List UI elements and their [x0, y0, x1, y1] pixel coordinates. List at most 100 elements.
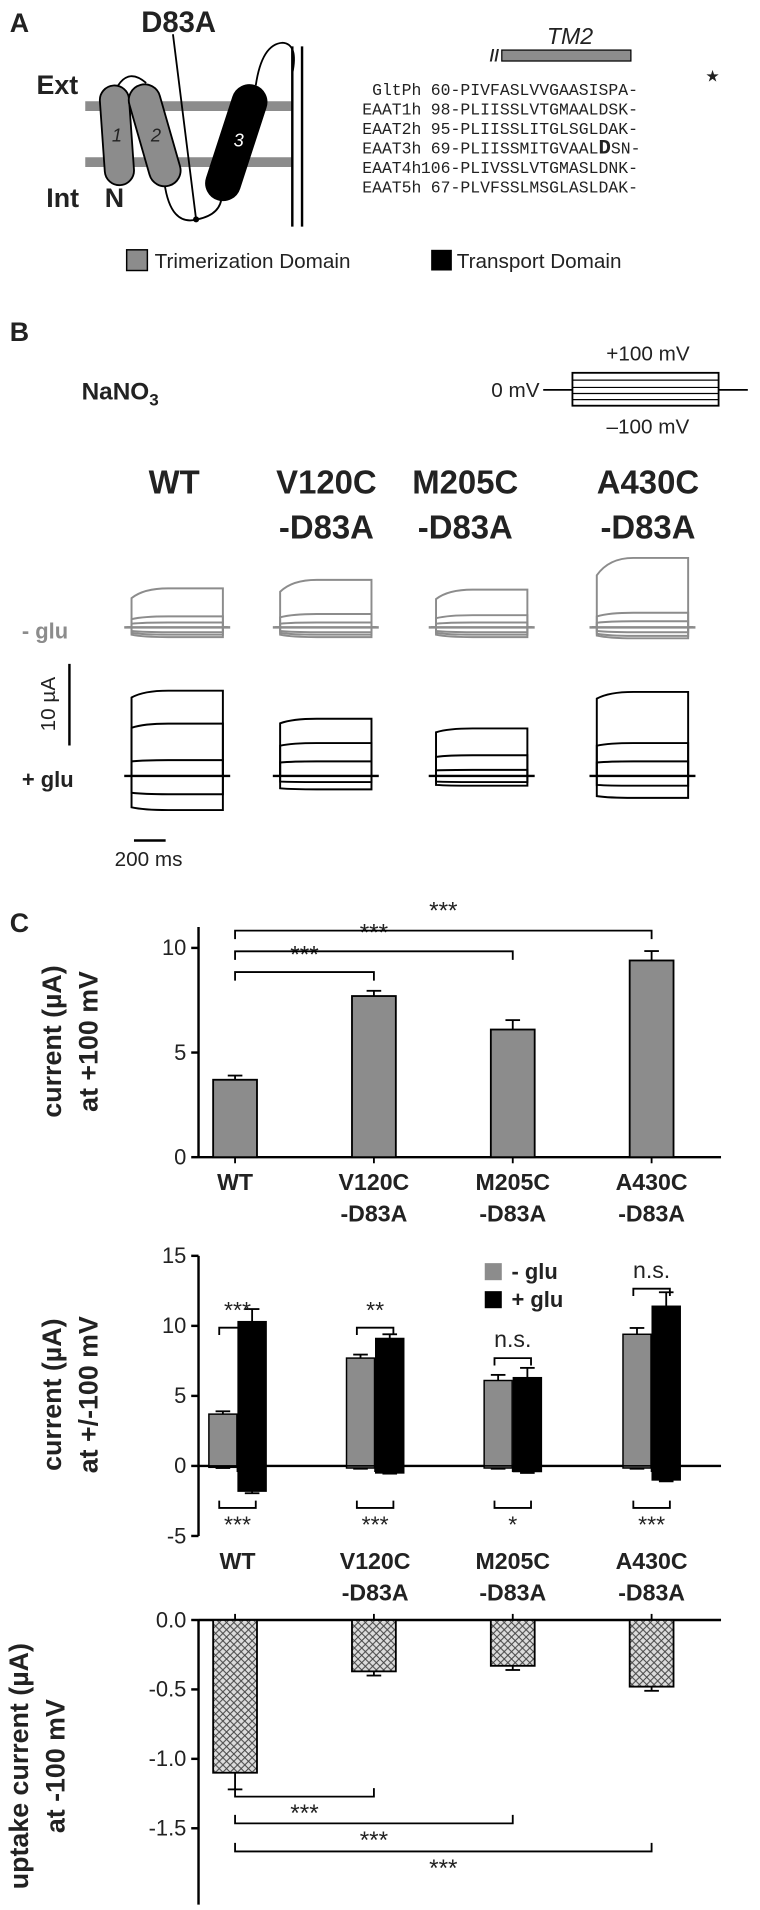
bar [212, 1078, 258, 1159]
sig-label: *** [290, 1800, 319, 1827]
alignment: GltPh 60- PIVFASLVVGAASISPA-EAAT1h 98- PLIIS… [362, 81, 640, 197]
helix-number: 2 [150, 124, 161, 145]
error-bar [658, 1291, 674, 1307]
sig-bracket [234, 929, 653, 940]
seq-part: PLVFSSLMSGLASLDAK- [460, 179, 638, 198]
trace [126, 759, 228, 777]
sig-bracket [234, 1842, 653, 1853]
panel-label: C [10, 908, 29, 938]
seq-part: PLIVSSLVTGMASLDNK- [460, 159, 638, 178]
trace [275, 578, 377, 629]
legend-label: + glu [512, 1287, 564, 1312]
traces [124, 556, 696, 812]
seq-name: EAAT3h [362, 140, 421, 159]
tm2-label: TM2 [547, 23, 593, 49]
y-axis-label: current (µA) [37, 1319, 67, 1471]
x-tick-label: A430C [616, 1169, 688, 1195]
trace [591, 774, 694, 787]
y-tick-label: 10 [162, 1313, 186, 1338]
seq-name: GltPh [372, 81, 421, 100]
x-tick-label: M205C [475, 1169, 550, 1195]
trace [591, 620, 694, 629]
sig-bracket [493, 1500, 532, 1509]
bar [651, 1305, 681, 1467]
solution-label: NaNO3 [82, 379, 159, 410]
high-label: +100 mV [606, 343, 690, 366]
sig-label: * [508, 1511, 517, 1537]
legend-swatch [125, 249, 149, 272]
legend-swatch [484, 1291, 502, 1309]
panel-label: A [10, 8, 29, 38]
scale-time: 200 ms [115, 848, 183, 871]
seq-start: 67- [431, 179, 461, 198]
sig-bracket [632, 1500, 671, 1509]
error-bar [629, 1327, 645, 1335]
construct-label: -D83A [418, 508, 513, 545]
sig-label: *** [360, 919, 389, 946]
tm2-bar [501, 49, 632, 62]
seq-text: PLIVSSLVTGMASLDNK- [460, 159, 638, 178]
trace [126, 587, 228, 629]
trace [591, 774, 694, 799]
sig-label: *** [429, 897, 458, 924]
x-tick-label: V120C [339, 1169, 410, 1195]
error-bar [490, 1373, 506, 1381]
sig-bracket [234, 971, 375, 981]
trace [431, 774, 533, 787]
seq-name: EAAT5h [362, 179, 421, 198]
sig-bracket [493, 1357, 532, 1366]
trace [275, 621, 377, 629]
bar [375, 1337, 405, 1467]
sig-label: *** [360, 1827, 389, 1854]
trace [126, 615, 228, 629]
sig-bracket [234, 1788, 375, 1798]
seq-text: PLIISSLVTGMAALDSK- [460, 101, 638, 120]
condition-label: - glu [22, 618, 68, 643]
y-axis-label: at +100 mV [73, 971, 103, 1112]
seq-name: EAAT4h [362, 159, 421, 178]
seq-start: 60- [431, 81, 461, 100]
x-tick-label: -D83A [340, 1201, 407, 1227]
x-tick-label: A430C [616, 1548, 688, 1574]
sig-label: *** [638, 1511, 665, 1537]
condition-label: + glu [22, 767, 74, 792]
x-tick-label: -D83A [618, 1201, 685, 1227]
construct-label: V120C [276, 463, 377, 500]
seq-name: EAAT1h [362, 101, 421, 120]
sig-label: *** [429, 1855, 458, 1882]
scale-current: 10 µA [37, 677, 60, 732]
sig-bracket [218, 1500, 257, 1509]
bar [622, 1333, 652, 1467]
bar [351, 995, 397, 1159]
bar [512, 1465, 543, 1473]
construct-label: A430C [597, 463, 699, 500]
y-tick-label: -5 [167, 1523, 186, 1548]
x-tick-label: -D83A [618, 1580, 685, 1606]
sig-bracket [355, 1500, 395, 1509]
loop [254, 41, 295, 86]
bar [351, 1619, 397, 1673]
legend-label: Trimerization Domain [155, 250, 351, 273]
error-bar [644, 950, 659, 961]
trace [591, 611, 694, 629]
trace [431, 754, 533, 777]
y-tick-label: 0 [174, 1144, 186, 1169]
bar [212, 1619, 258, 1774]
y-tick-label: -1.5 [149, 1816, 187, 1841]
error-bar [227, 1772, 243, 1791]
solution-subscript: 3 [149, 391, 158, 410]
break-mark: // [490, 46, 500, 65]
bar [628, 959, 675, 1159]
sig-bracket [632, 1287, 671, 1297]
conserved-marker: ★ [705, 69, 719, 86]
x-tick-label: WT [220, 1548, 256, 1574]
mutation-pointer [172, 34, 197, 220]
trace [591, 690, 694, 777]
sig-label: *** [362, 1511, 389, 1537]
x-tick-label: -D83A [479, 1580, 546, 1606]
legend-swatch [431, 249, 452, 271]
int-label: Int [46, 183, 79, 213]
y-axis-label: at -100 mV [41, 1699, 71, 1833]
sig-bracket [234, 1814, 514, 1825]
